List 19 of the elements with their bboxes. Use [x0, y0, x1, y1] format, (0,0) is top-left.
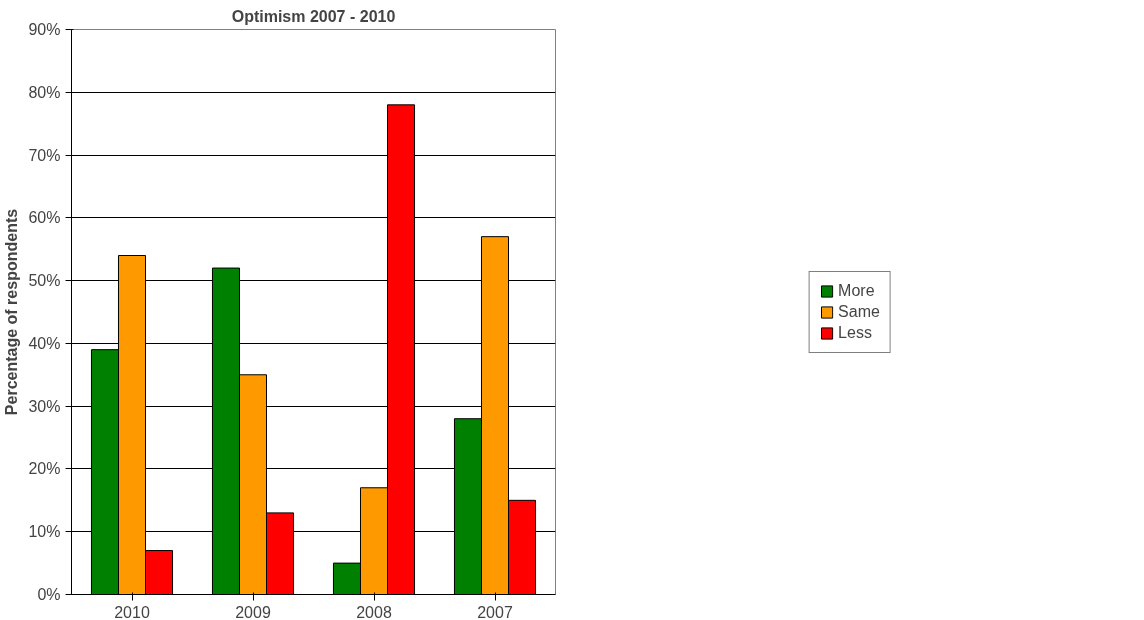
x-tick-label: 2010 — [114, 603, 150, 620]
legend-label: Same — [838, 302, 880, 321]
y-tick-label: 80% — [28, 83, 61, 101]
y-tick-label: 20% — [28, 460, 61, 478]
chart-title: Optimism 2007 - 2010 — [231, 7, 396, 25]
y-tick-label: 0% — [37, 586, 61, 603]
y-tick-label: 60% — [28, 209, 61, 227]
y-tick-label: 40% — [28, 334, 61, 352]
y-tick-label: 90% — [28, 21, 61, 38]
y-tick-label: 10% — [28, 523, 61, 541]
x-tick-label: 2009 — [235, 603, 271, 620]
x-tick-label: 2008 — [356, 603, 392, 620]
legend-label: More — [838, 281, 875, 300]
y-tick-label: 70% — [28, 146, 61, 164]
y-tick-label: 50% — [28, 272, 61, 290]
y-tick-label: 30% — [28, 397, 61, 415]
y-axis-title: Percentage of respondents — [3, 208, 21, 416]
x-tick-label: 2007 — [477, 603, 513, 620]
legend-label: Less — [838, 323, 872, 342]
